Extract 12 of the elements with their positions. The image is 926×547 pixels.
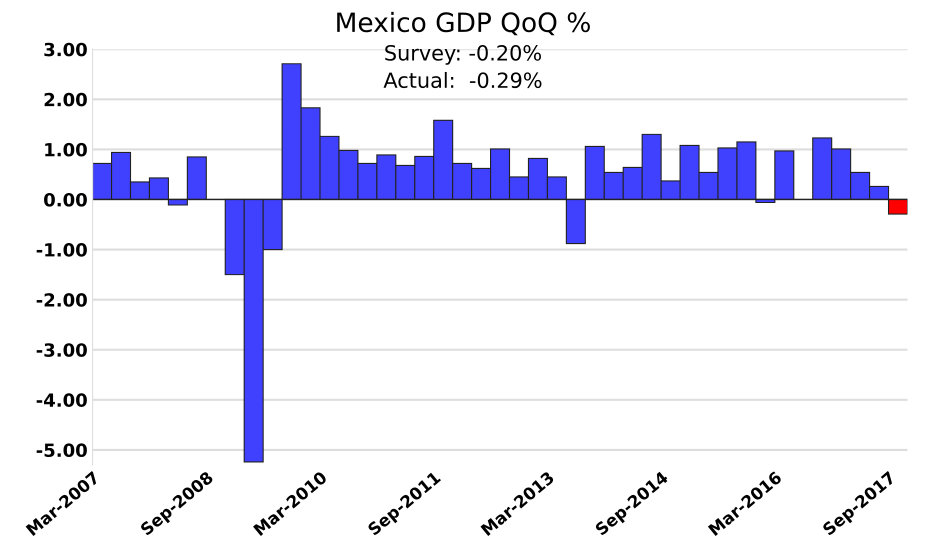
annotation: Actual: -0.29%: [384, 72, 542, 88]
y-tick-label: -1.00: [36, 243, 87, 257]
y-tick-label: -4.00: [36, 393, 87, 407]
annotation: Survey: -0.20%: [385, 44, 541, 65]
y-tick-label: -2.00: [36, 293, 87, 307]
y-tick-label: -5.00: [36, 443, 87, 458]
y-tick-label: 1.00: [45, 142, 87, 157]
y-tick-label: 2.00: [44, 92, 87, 106]
chart-title: Mexico GDP QoQ %: [337, 12, 590, 36]
y-tick-label: 0.00: [44, 192, 87, 207]
y-tick-label: 3.00: [44, 42, 87, 56]
y-tick-label: -3.00: [36, 343, 87, 357]
